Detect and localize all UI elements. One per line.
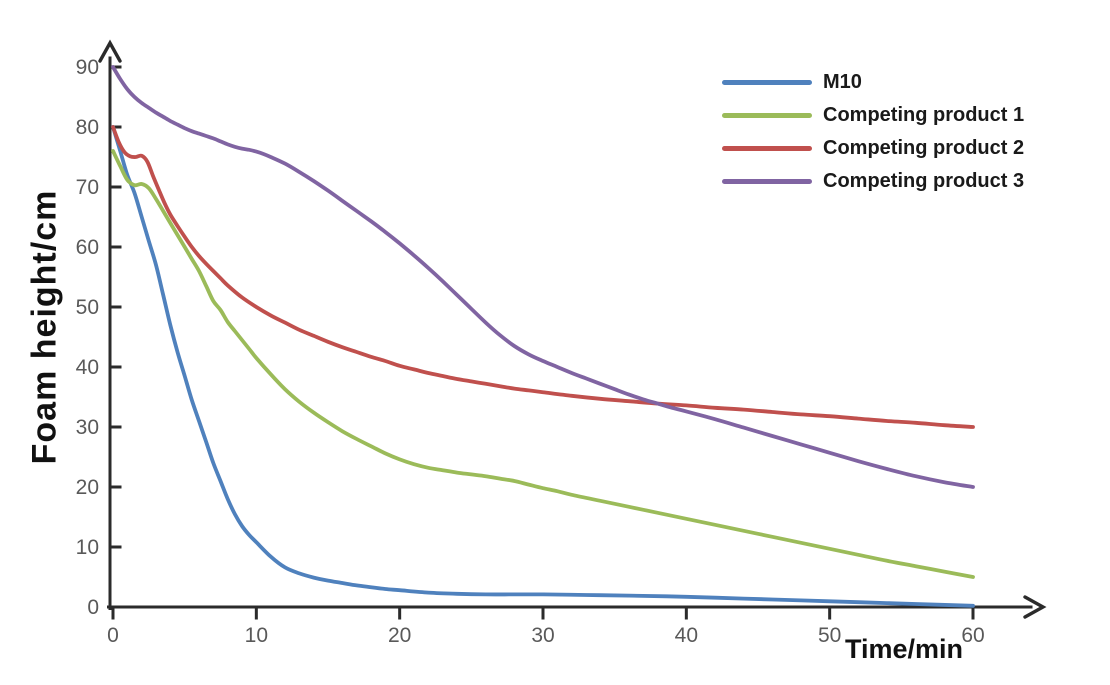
series-line-3 — [111, 125, 975, 429]
x-tick-label: 60 — [961, 624, 984, 647]
y-tick-label: 20 — [76, 476, 99, 499]
x-axis-title: Time/min — [845, 634, 964, 664]
legend-item: Competing product 1 — [722, 99, 1024, 132]
legend-label: Competing product 3 — [823, 170, 1025, 192]
legend-item: Competing product 3 — [722, 165, 1024, 198]
y-axis-arrow — [98, 39, 122, 63]
y-axis-title: Foam height/cm — [25, 189, 64, 465]
y-tick-label: 10 — [76, 536, 99, 559]
x-tick-label: 20 — [388, 624, 411, 647]
y-tick-label: 0 — [87, 596, 99, 619]
x-tick-label: 40 — [675, 624, 698, 647]
y-tick-label: 40 — [76, 356, 99, 379]
legend-swatch — [722, 146, 812, 151]
series-line-2 — [111, 149, 975, 579]
legend: M10 Competing product 1 Competing product … — [722, 66, 1024, 198]
x-tick-label: 10 — [245, 624, 268, 647]
legend-label: Competing product 2 — [823, 137, 1025, 159]
legend-swatch — [722, 80, 812, 85]
legend-swatch — [722, 113, 812, 118]
x-axis-arrow — [1023, 595, 1047, 619]
y-tick-label: 70 — [76, 176, 99, 199]
legend-item: M10 — [722, 66, 1024, 99]
legend-swatch — [722, 179, 812, 184]
y-tick-label: 50 — [76, 296, 99, 319]
y-tick-label: 80 — [76, 116, 99, 139]
y-tick-label: 30 — [76, 416, 99, 439]
x-tick-label: 0 — [107, 624, 119, 647]
legend-item: Competing product 2 — [722, 132, 1024, 165]
series-line-4 — [111, 65, 975, 489]
x-tick-label: 50 — [818, 624, 841, 647]
legend-label: Competing product 1 — [823, 104, 1025, 126]
y-tick-label: 90 — [76, 56, 99, 79]
series-line-1 — [111, 125, 975, 608]
y-tick-label: 60 — [76, 236, 99, 259]
x-tick-label: 30 — [531, 624, 554, 647]
tick-labels: 0 10 20 30 40 50 60 70 80 90 0 10 20 30 40 50 60 — [76, 56, 985, 647]
legend-label: M10 — [823, 71, 862, 93]
